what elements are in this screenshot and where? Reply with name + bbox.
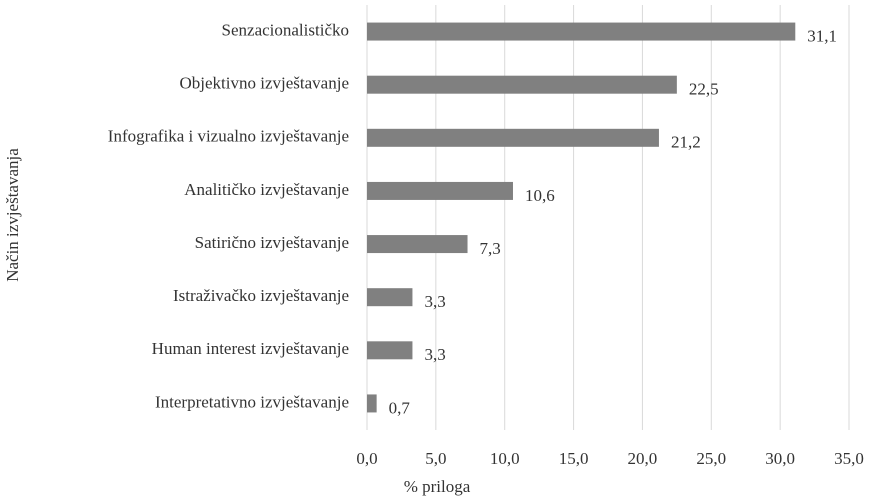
x-tick-label: 0,0: [356, 449, 377, 468]
x-axis-label: % priloga: [404, 477, 471, 496]
x-tick-label: 35,0: [834, 449, 864, 468]
y-tick-label: Satirično izvještavanje: [195, 233, 349, 252]
bar: [367, 181, 513, 200]
y-tick-label: Objektivno izvještavanje: [180, 74, 349, 93]
bar: [367, 128, 659, 147]
y-tick-label: Analitičko izvještavanje: [184, 180, 349, 199]
value-label: 31,1: [807, 26, 837, 45]
value-label: 10,6: [525, 186, 555, 205]
bar: [367, 75, 677, 94]
bar: [367, 22, 796, 41]
bar: [367, 394, 377, 413]
bar: [367, 235, 468, 254]
value-label: 3,3: [424, 345, 445, 364]
x-tick-label: 10,0: [490, 449, 520, 468]
x-tick-label: 20,0: [628, 449, 658, 468]
x-tick-label: 5,0: [425, 449, 446, 468]
value-label: 21,2: [671, 133, 701, 152]
x-tick-label: 30,0: [765, 449, 795, 468]
y-tick-label: Infografika i vizualno izvještavanje: [108, 127, 349, 146]
x-tick-label: 15,0: [559, 449, 589, 468]
y-axis-label: Način izvještavanja: [3, 148, 22, 282]
value-label: 0,7: [389, 398, 411, 417]
value-label: 22,5: [689, 80, 719, 99]
y-tick-label: Human interest izvještavanje: [152, 339, 349, 358]
value-label: 3,3: [424, 292, 445, 311]
y-tick-label: Istraživačko izvještavanje: [173, 286, 349, 305]
bar: [367, 341, 413, 360]
bar: [367, 288, 413, 307]
y-tick-label: Senzacionalističko: [222, 20, 349, 39]
value-label: 7,3: [480, 239, 501, 258]
x-tick-label: 25,0: [696, 449, 726, 468]
y-tick-label: Interpretativno izvještavanje: [155, 392, 349, 411]
